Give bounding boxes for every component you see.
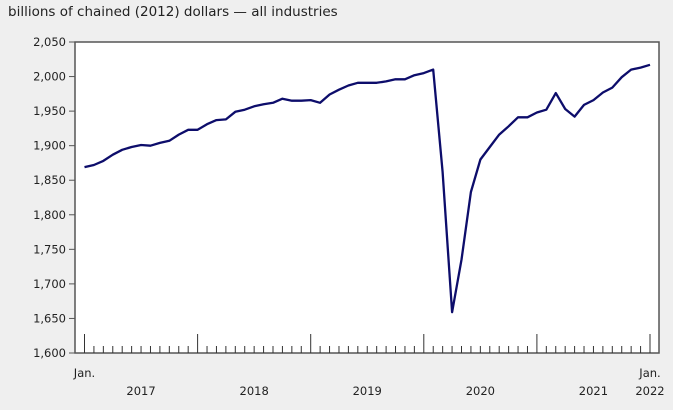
y-tick-label: 1,700 [33, 277, 66, 291]
y-tick-label: 1,850 [33, 173, 66, 187]
x-year-label: 2019 [353, 384, 382, 398]
x-year-label: 2018 [240, 384, 269, 398]
y-tick-label: 2,050 [33, 35, 66, 49]
x-year-label: 2020 [466, 384, 495, 398]
y-tick-label: 1,800 [33, 208, 66, 222]
x-month-label: Jan. [638, 366, 660, 380]
x-year-label: 2021 [579, 384, 608, 398]
y-tick-label: 2,000 [33, 70, 66, 84]
plot-area [74, 41, 660, 354]
chart-title: billions of chained (2012) dollars — all… [8, 4, 338, 20]
x-year-label: 2017 [126, 384, 155, 398]
series-line [84, 63, 651, 314]
x-month-label: Jan. [73, 366, 95, 380]
y-tick-label: 1,600 [33, 346, 66, 360]
x-year-label: 2022 [635, 384, 664, 398]
y-tick-label: 1,900 [33, 139, 66, 153]
y-tick-label: 1,650 [33, 311, 66, 325]
y-tick-label: 1,950 [33, 104, 66, 118]
y-tick-label: 1,750 [33, 242, 66, 256]
